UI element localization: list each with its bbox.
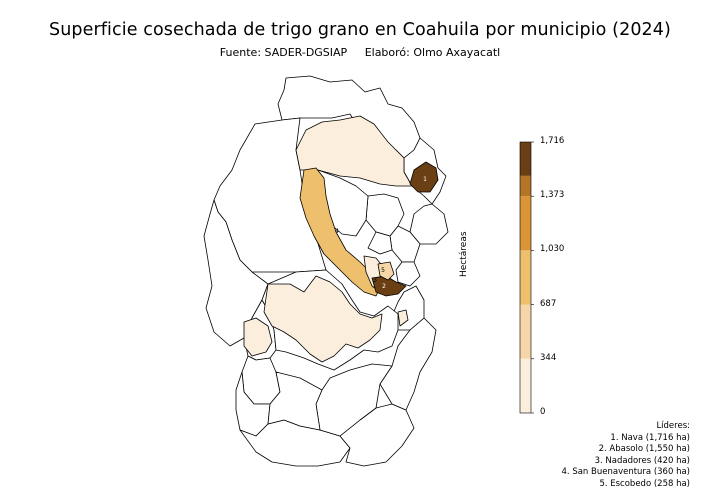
map-subtitle: Fuente: SADER-DGSIAP Elaboró: Olmo Axaya… [0, 46, 720, 59]
legend-class-4 [520, 196, 531, 251]
legend-tick-label-1: 344 [540, 352, 557, 363]
legend-class-top [520, 142, 531, 176]
map-title: Superficie cosechada de trigo grano en C… [49, 20, 671, 40]
municipality-central-small-2 [395, 261, 421, 287]
municipality-ne-2 [409, 203, 449, 245]
municipality-sabinas [365, 193, 405, 237]
map-label-1: 1 [423, 176, 427, 183]
legend-frame [519, 141, 532, 414]
municipality-lamadrid [243, 317, 273, 357]
legend-tick-label-3: 1,030 [540, 244, 565, 255]
municipality-cuatro-cienegas [263, 275, 383, 363]
legend-class-3 [520, 250, 531, 305]
legend-tick-label-2: 687 [540, 298, 557, 309]
leader-item-2: 2. Abasolo (1,550 ha) [598, 444, 690, 455]
municipality-jimenez [295, 115, 413, 187]
leader-item-5: 5. Escobedo (258 ha) [599, 478, 690, 489]
author-label: Elaboró: Olmo Axayacatl [364, 46, 501, 59]
map-label-3: 3 [373, 277, 377, 284]
municipality-central-small-1 [367, 231, 393, 255]
municipality-nava [409, 161, 439, 193]
leaders-box: Líderes: 1. Nava (1,716 ha) 2. Abasolo (… [562, 421, 690, 491]
leaders-heading: Líderes: [656, 421, 690, 431]
source-label: Fuente: SADER-DGSIAP [219, 46, 348, 59]
municipality-parras [267, 371, 323, 431]
municipality-candela [397, 309, 409, 327]
leader-item-4: 4. San Buenaventura (360 ha) [561, 467, 690, 478]
map-label-2: 2 [382, 283, 386, 290]
legend-title: Hectáreas [459, 231, 469, 277]
legend-tick-label-0: 0 [540, 407, 546, 417]
leader-item-3: 3. Nadadores (420 ha) [594, 455, 690, 466]
legend-class-2 [520, 304, 531, 359]
legend-tick-label-4: 1,373 [540, 190, 565, 201]
leader-item-1: 1. Nava (1,716 ha) [610, 432, 690, 443]
legend-tick-label-5: 1,716 [540, 136, 565, 146]
legend-class-1 [520, 358, 531, 413]
map-label-5: 5 [381, 267, 385, 274]
legend-colorbar [519, 141, 534, 414]
municipality-escobedo [377, 261, 395, 281]
map-label-4: 4 [335, 228, 339, 235]
